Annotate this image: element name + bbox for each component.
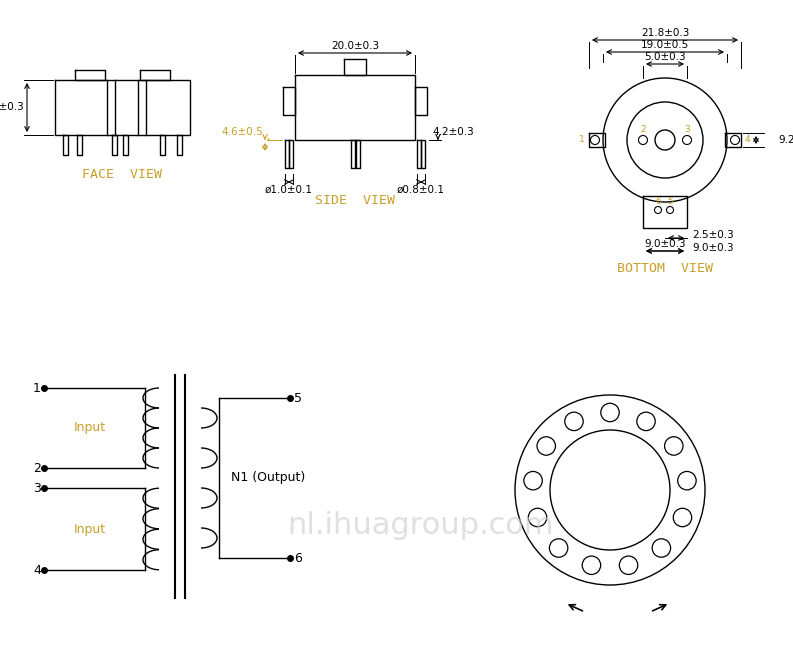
Text: 9.0±0.3: 9.0±0.3 xyxy=(692,243,734,253)
Text: 5: 5 xyxy=(667,198,673,207)
Text: ø1.0±0.1: ø1.0±0.1 xyxy=(265,185,313,195)
Text: 6: 6 xyxy=(655,198,661,207)
Text: BOTTOM  VIEW: BOTTOM VIEW xyxy=(617,262,713,275)
Text: 4.6±0.5: 4.6±0.5 xyxy=(221,127,263,137)
Text: nl.ihuagroup.com: nl.ihuagroup.com xyxy=(287,511,554,540)
Text: 3: 3 xyxy=(33,481,41,494)
Text: 4: 4 xyxy=(745,135,751,145)
Text: Input: Input xyxy=(74,522,106,535)
Text: 2: 2 xyxy=(33,461,41,474)
Text: 3: 3 xyxy=(684,126,690,135)
Text: Input: Input xyxy=(74,421,106,435)
Text: 4.2±0.3: 4.2±0.3 xyxy=(432,127,473,137)
Text: 19.0±0.5: 19.0±0.5 xyxy=(641,40,689,50)
Text: 2.5±0.3: 2.5±0.3 xyxy=(692,230,734,240)
Text: 6: 6 xyxy=(294,551,302,564)
Text: N1 (Output): N1 (Output) xyxy=(231,472,305,485)
Text: 7.5±0.3: 7.5±0.3 xyxy=(0,102,24,113)
Text: ø0.8±0.1: ø0.8±0.1 xyxy=(397,185,445,195)
Text: 9.0±0.3: 9.0±0.3 xyxy=(644,239,686,249)
Text: 20.0±0.3: 20.0±0.3 xyxy=(331,41,379,51)
Text: 4: 4 xyxy=(33,564,41,577)
Text: SIDE  VIEW: SIDE VIEW xyxy=(315,194,395,207)
Text: FACE  VIEW: FACE VIEW xyxy=(82,168,163,181)
Text: 21.8±0.3: 21.8±0.3 xyxy=(641,28,689,38)
Text: 2: 2 xyxy=(640,126,646,135)
Text: 1: 1 xyxy=(579,135,585,145)
Text: 9.2±0.5: 9.2±0.5 xyxy=(778,135,793,145)
Text: 1: 1 xyxy=(33,382,41,395)
Text: 5.0±0.3: 5.0±0.3 xyxy=(644,52,686,62)
Text: 5: 5 xyxy=(294,391,302,404)
